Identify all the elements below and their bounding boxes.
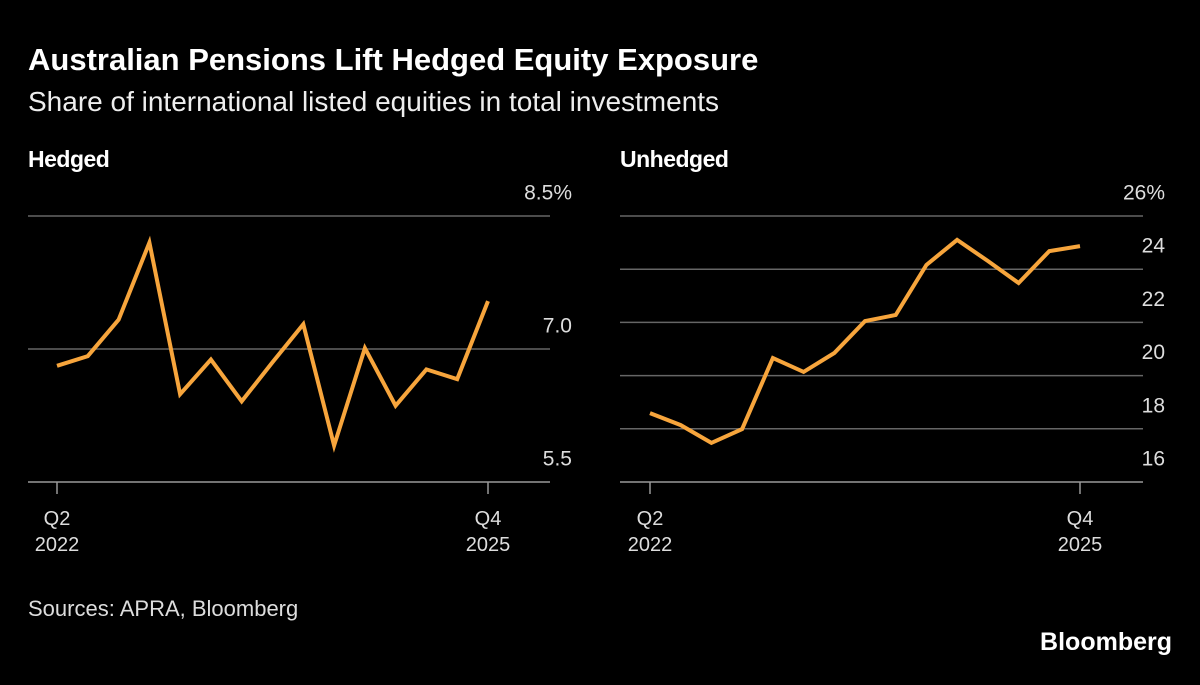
y-tick-label: 7.0 bbox=[543, 315, 572, 338]
panel-title: Hedged bbox=[28, 146, 110, 172]
y-tick-label: 16 bbox=[1142, 448, 1165, 471]
y-tick-label: 24 bbox=[1142, 235, 1166, 258]
data-line bbox=[649, 237, 1081, 446]
y-tick-label: 8.5% bbox=[524, 182, 572, 205]
x-tick-label: Q4 2025 bbox=[465, 508, 511, 556]
x-tick-label: Q4 2025 bbox=[1057, 508, 1103, 556]
x-tick-label: Q2 2022 bbox=[627, 508, 673, 556]
y-tick-label: 18 bbox=[1142, 394, 1165, 417]
y-tick-label: 22 bbox=[1142, 288, 1165, 311]
y-tick-label: 20 bbox=[1142, 341, 1165, 364]
subtitle: Share of international listed equities i… bbox=[28, 86, 720, 117]
y-tick-label: 5.5 bbox=[543, 448, 572, 471]
panel-title: Unhedged bbox=[620, 146, 729, 172]
data-line bbox=[56, 235, 490, 453]
source: Sources: APRA, Bloomberg bbox=[28, 596, 299, 621]
x-tick-label: Q2 2022 bbox=[34, 508, 80, 556]
title: Australian Pensions Lift Hedged Equity E… bbox=[28, 42, 759, 77]
y-tick-label: 26% bbox=[1123, 182, 1165, 205]
brand: Bloomberg bbox=[1040, 628, 1172, 656]
